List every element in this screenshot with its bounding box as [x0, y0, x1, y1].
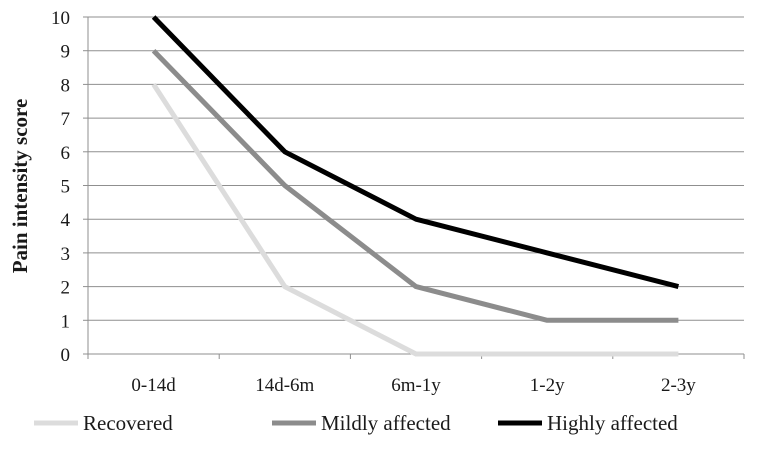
y-tick-label: 0	[61, 345, 71, 366]
y-tick-label: 3	[61, 244, 71, 265]
x-tick-label: 0-14d	[131, 375, 176, 396]
legend-label: Highly affected	[547, 411, 678, 435]
x-tick-labels: 0-14d 14d-6m 6m-1y 1-2y 2-3y	[131, 375, 696, 396]
y-tick-labels: 0 1 2 3 4 5 6 7 8 9 10	[51, 8, 71, 366]
y-tick-label: 4	[61, 210, 71, 231]
y-tick-label: 10	[51, 8, 70, 29]
gridlines	[88, 16, 744, 321]
axes	[83, 16, 745, 359]
x-tick-label: 14d-6m	[255, 375, 314, 396]
y-axis-label: Pain intensity score	[8, 99, 32, 274]
y-tick-label: 6	[61, 143, 71, 164]
legend-label: Recovered	[83, 411, 173, 435]
series-line-highly-affected	[151, 15, 680, 290]
y-tick-label: 2	[61, 278, 71, 299]
legend-label: Mildly affected	[321, 411, 451, 435]
x-tick-label: 2-3y	[661, 375, 696, 396]
series-line-mildly-affected	[151, 48, 679, 323]
x-tick-label: 1-2y	[530, 375, 565, 396]
series-line-recovered	[151, 83, 679, 357]
y-tick-label: 5	[61, 177, 71, 198]
y-tick-label: 9	[61, 42, 71, 63]
legend: Recovered Mildly affected Highly affected	[34, 411, 678, 435]
y-tick-label: 8	[61, 75, 71, 96]
series-lines	[151, 15, 680, 357]
y-tick-label: 7	[61, 109, 71, 130]
y-tick-label: 1	[61, 311, 71, 332]
x-tick-label: 6m-1y	[391, 375, 441, 396]
